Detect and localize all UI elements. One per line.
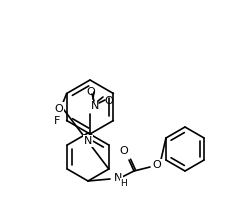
Text: H: H — [120, 179, 127, 187]
Text: N: N — [84, 136, 92, 146]
Text: O: O — [86, 87, 95, 97]
Text: N: N — [113, 173, 122, 183]
Text: O: O — [104, 96, 113, 106]
Text: O: O — [152, 160, 161, 170]
Text: O: O — [119, 146, 128, 156]
Text: O: O — [54, 103, 63, 113]
Text: F: F — [53, 115, 59, 126]
Text: N: N — [90, 101, 99, 111]
